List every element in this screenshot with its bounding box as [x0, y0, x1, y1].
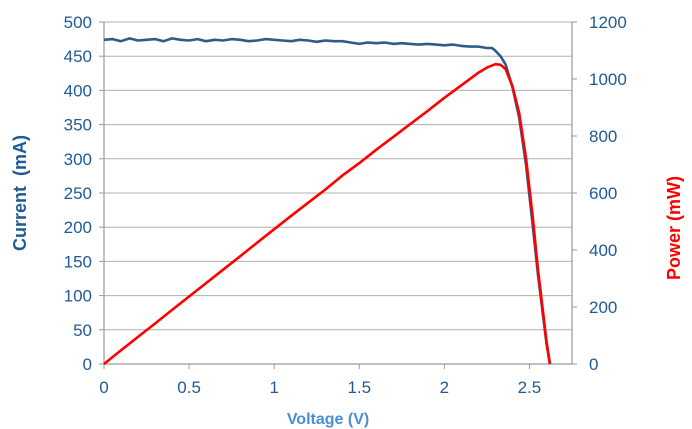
y2-tick-label-0: 0 — [589, 355, 598, 374]
y2-axis-title: Power (mW) — [664, 176, 684, 280]
y-tick-label-0: 0 — [83, 355, 92, 374]
x-tick-label-1: 0.5 — [177, 378, 201, 397]
y-tick-label-3: 150 — [64, 252, 92, 271]
y2-tick-label-2: 400 — [589, 241, 617, 260]
y-tick-label-10: 500 — [64, 13, 92, 32]
y-tick-label-9: 450 — [64, 47, 92, 66]
x-tick-label-4: 2 — [440, 378, 449, 397]
x-tick-label-0: 0 — [99, 378, 108, 397]
series-lines — [103, 37, 552, 366]
y2-tick-label-5: 1000 — [589, 70, 627, 89]
x-tick-label-3: 1.5 — [347, 378, 371, 397]
y-tick-label-5: 250 — [64, 184, 92, 203]
y-tick-label-1: 50 — [73, 321, 92, 340]
y-tick-label-6: 300 — [64, 150, 92, 169]
y2-tick-label-3: 600 — [589, 184, 617, 203]
y2-tick-label-1: 200 — [589, 298, 617, 317]
x-axis-title: Voltage (V) — [287, 411, 369, 428]
x-tick-label-2: 1 — [269, 378, 278, 397]
y2-tick-label-6: 1200 — [589, 13, 627, 32]
left-tick-labels: 0 50 100 150 200 250 300 350 400 450 500 — [64, 13, 92, 374]
y-tick-label-7: 350 — [64, 116, 92, 135]
y2-tick-label-4: 800 — [589, 127, 617, 146]
power-series-line — [103, 62, 552, 366]
y-tick-label-8: 400 — [64, 81, 92, 100]
current-series-line — [103, 37, 552, 365]
x-tick-label-5: 2.5 — [518, 378, 542, 397]
y-tick-label-4: 200 — [64, 218, 92, 237]
y-axis-title: Current (mA) — [10, 135, 30, 251]
right-tick-labels: 0 200 400 600 800 1000 1200 — [589, 13, 627, 374]
x-tick-labels: 0 0.5 1 1.5 2 2.5 — [99, 378, 541, 397]
gridlines — [104, 21, 572, 331]
y-tick-label-2: 100 — [64, 287, 92, 306]
axes — [99, 21, 577, 369]
